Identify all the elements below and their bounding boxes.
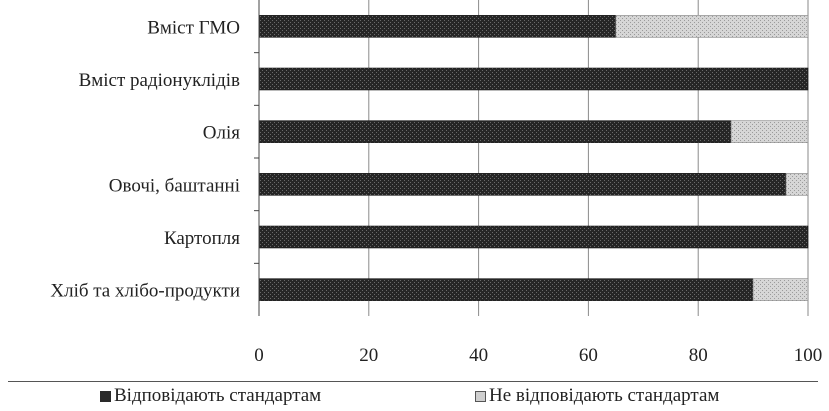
bars (258, 15, 809, 301)
bar-noncompliant-5 (752, 278, 809, 301)
bar-compliant-3 (258, 173, 787, 196)
x-tick-label-20: 20 (359, 345, 378, 366)
x-tick-labels: 0 20 40 60 80 100 (254, 345, 822, 366)
category-label-1: Вміст радіонуклідів (79, 70, 240, 91)
category-label-3: Овочі, баштанні (109, 175, 240, 196)
bar-compliant-0 (258, 15, 617, 38)
bar-compliant-5 (258, 278, 754, 301)
bar-compliant-4 (258, 225, 809, 249)
x-tick-label-60: 60 (579, 345, 598, 366)
bar-compliant-1 (258, 67, 809, 91)
axes (254, 0, 260, 316)
category-labels: Вміст ГМО Вміст радіонуклідів Олія Овочі, б… (50, 17, 240, 301)
x-tick-label-40: 40 (469, 345, 488, 366)
gridlines (258, 0, 809, 316)
legend-label-compliant: Відповідають стандартам (114, 385, 322, 406)
legend-divider (8, 381, 818, 382)
category-label-4: Картопля (164, 228, 240, 249)
legend-swatch-light (475, 390, 486, 402)
bar-compliant-2 (258, 120, 732, 143)
bar-noncompliant-2 (730, 120, 809, 143)
x-tick-label-100: 100 (794, 345, 823, 366)
legend-item-noncompliant: Не відповідають стандартам (475, 385, 719, 407)
legend-label-noncompliant: Не відповідають стандартам (489, 385, 720, 406)
category-label-0: Вміст ГМО (147, 17, 240, 38)
x-tick-label-0: 0 (254, 345, 264, 366)
legend-item-compliant: Відповідають стандартам (100, 385, 321, 407)
legend: Відповідають стандартам Не відповідають … (0, 385, 829, 409)
category-label-2: Олія (203, 123, 240, 144)
bar-noncompliant-0 (615, 15, 809, 38)
bar-noncompliant-3 (785, 173, 809, 196)
category-label-5: Хліб та хлібо-продукти (50, 281, 240, 302)
legend-swatch-dark (100, 390, 111, 402)
x-tick-label-80: 80 (689, 345, 708, 366)
